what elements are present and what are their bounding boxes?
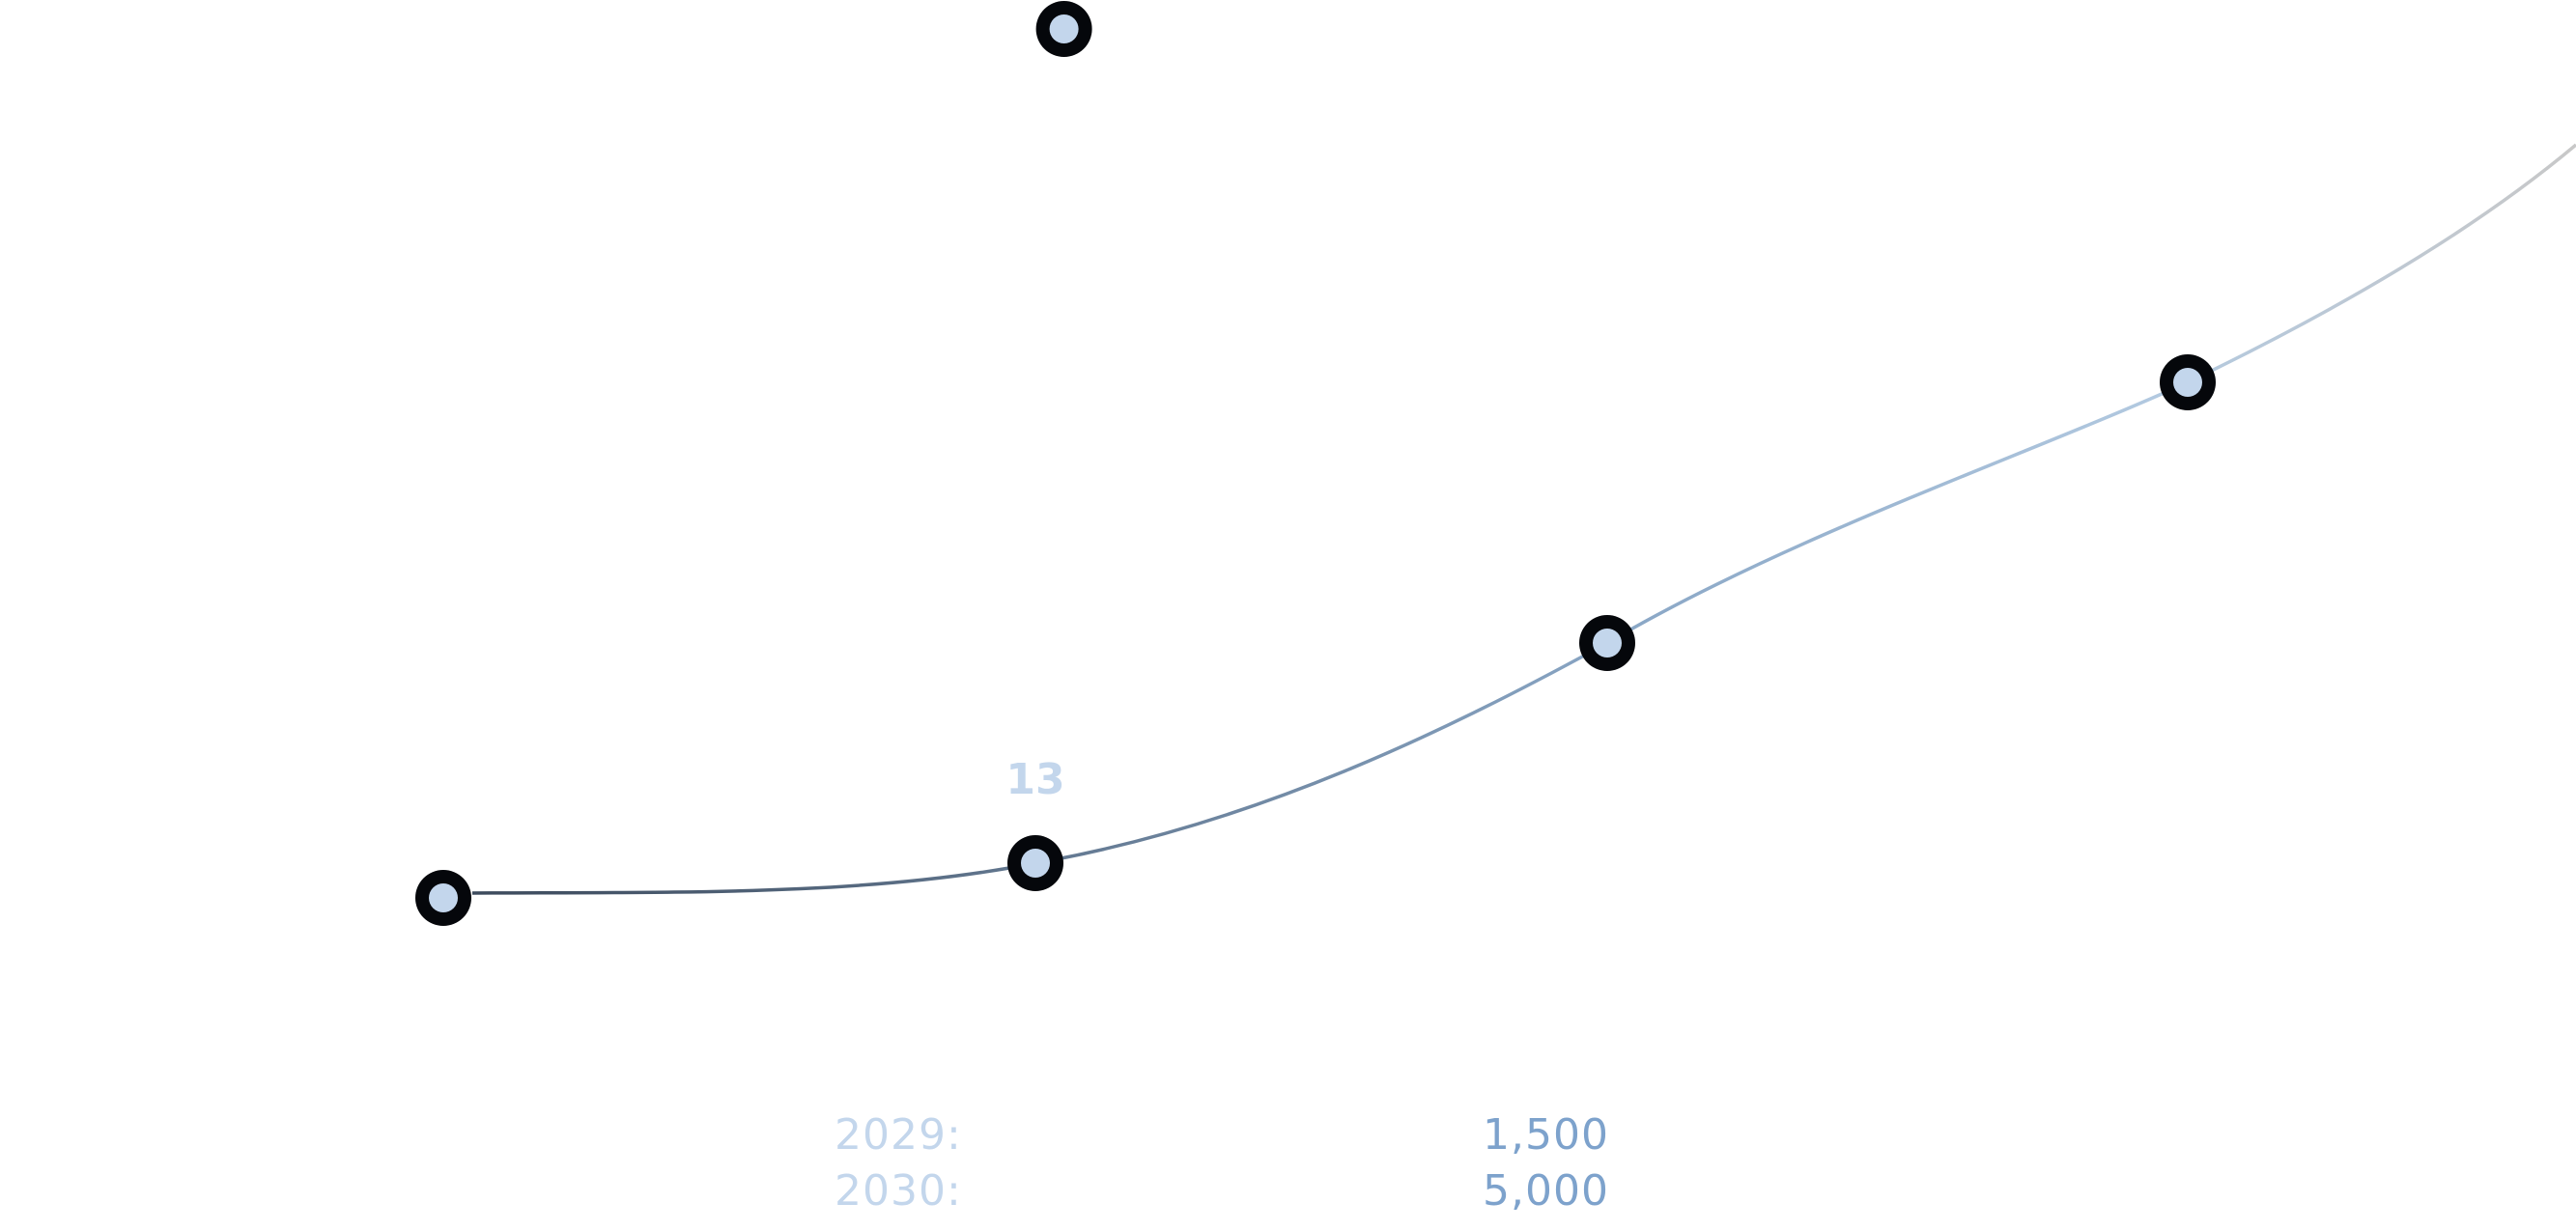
data-point-4[interactable] [2160,354,2216,410]
data-point-2[interactable] [1007,835,1063,891]
legend-value-1: 1,500 [1483,1110,1609,1160]
point-labels-layer: 13 [1005,755,1064,804]
data-point-1[interactable] [415,870,471,926]
series-line [471,143,2576,895]
series-points-layer [415,1,2216,926]
legend-value-2: 5,000 [1483,1166,1609,1216]
data-point-3[interactable] [1579,615,1635,671]
legend-year-2: 2030: [835,1166,962,1216]
series-line-layer [471,143,2576,895]
legend-year-1: 2029: [835,1110,962,1160]
data-point-extra[interactable] [1035,1,1092,57]
point-label-1: 13 [1005,755,1064,804]
